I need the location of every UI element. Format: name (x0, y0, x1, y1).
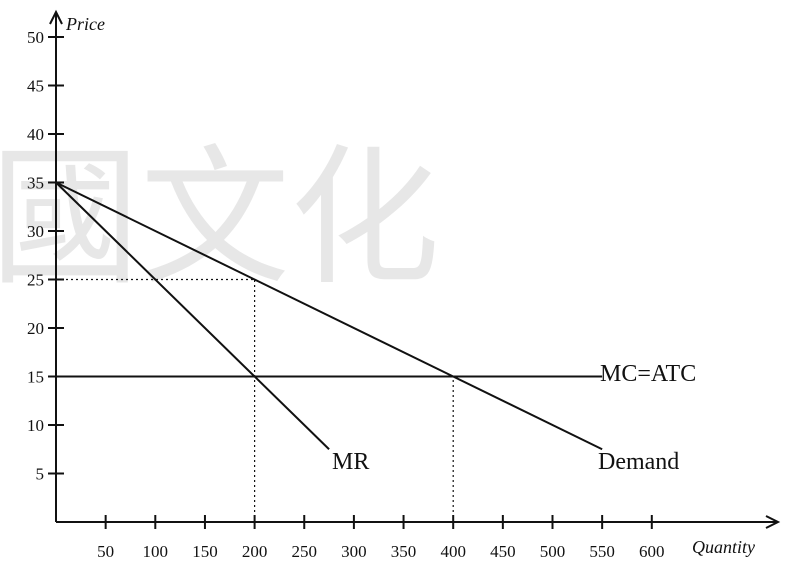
x-tick-label: 500 (540, 542, 566, 561)
y-tick-label: 10 (27, 416, 44, 435)
demand-line (55, 181, 603, 451)
y-tick-label: 50 (27, 28, 44, 47)
x-tick-label: 400 (440, 542, 466, 561)
mr-label: MR (332, 449, 369, 475)
watermark: 國文化 (0, 132, 440, 306)
axes (49, 9, 781, 529)
demand-label: Demand (598, 449, 679, 475)
y-tick-label: 20 (27, 319, 44, 338)
series-lines (55, 181, 603, 451)
y-axis-title: Price (65, 14, 105, 34)
mc-atc-label: MC=ATC (600, 361, 696, 387)
x-tick-label: 150 (192, 542, 218, 561)
y-tick-label: 40 (27, 125, 44, 144)
x-axis-arrow-icon (765, 515, 781, 529)
y-tick-label: 15 (27, 368, 44, 387)
y-tick-label: 35 (27, 174, 44, 193)
y-tick-label: 45 (27, 77, 44, 96)
y-tick-label: 30 (27, 222, 44, 241)
y-tick-label: 25 (27, 271, 44, 290)
x-tick-label: 550 (589, 542, 615, 561)
x-axis-title: Quantity (692, 537, 755, 557)
x-tick-label: 350 (391, 542, 417, 561)
x-tick-label: 600 (639, 542, 665, 561)
x-tick-label: 300 (341, 542, 367, 561)
x-tick-label: 450 (490, 542, 516, 561)
y-axis-arrow-icon (49, 9, 63, 25)
guide-lines (56, 278, 454, 522)
x-tick-label: 250 (292, 542, 318, 561)
x-tick-label: 100 (143, 542, 169, 561)
x-tick-label: 200 (242, 542, 268, 561)
x-tick-label: 50 (97, 542, 114, 561)
ticks: 50 100 150 200 250 300 350 400 450 500 550 600 5 10 15… (27, 28, 665, 561)
y-tick-label: 5 (36, 465, 45, 484)
